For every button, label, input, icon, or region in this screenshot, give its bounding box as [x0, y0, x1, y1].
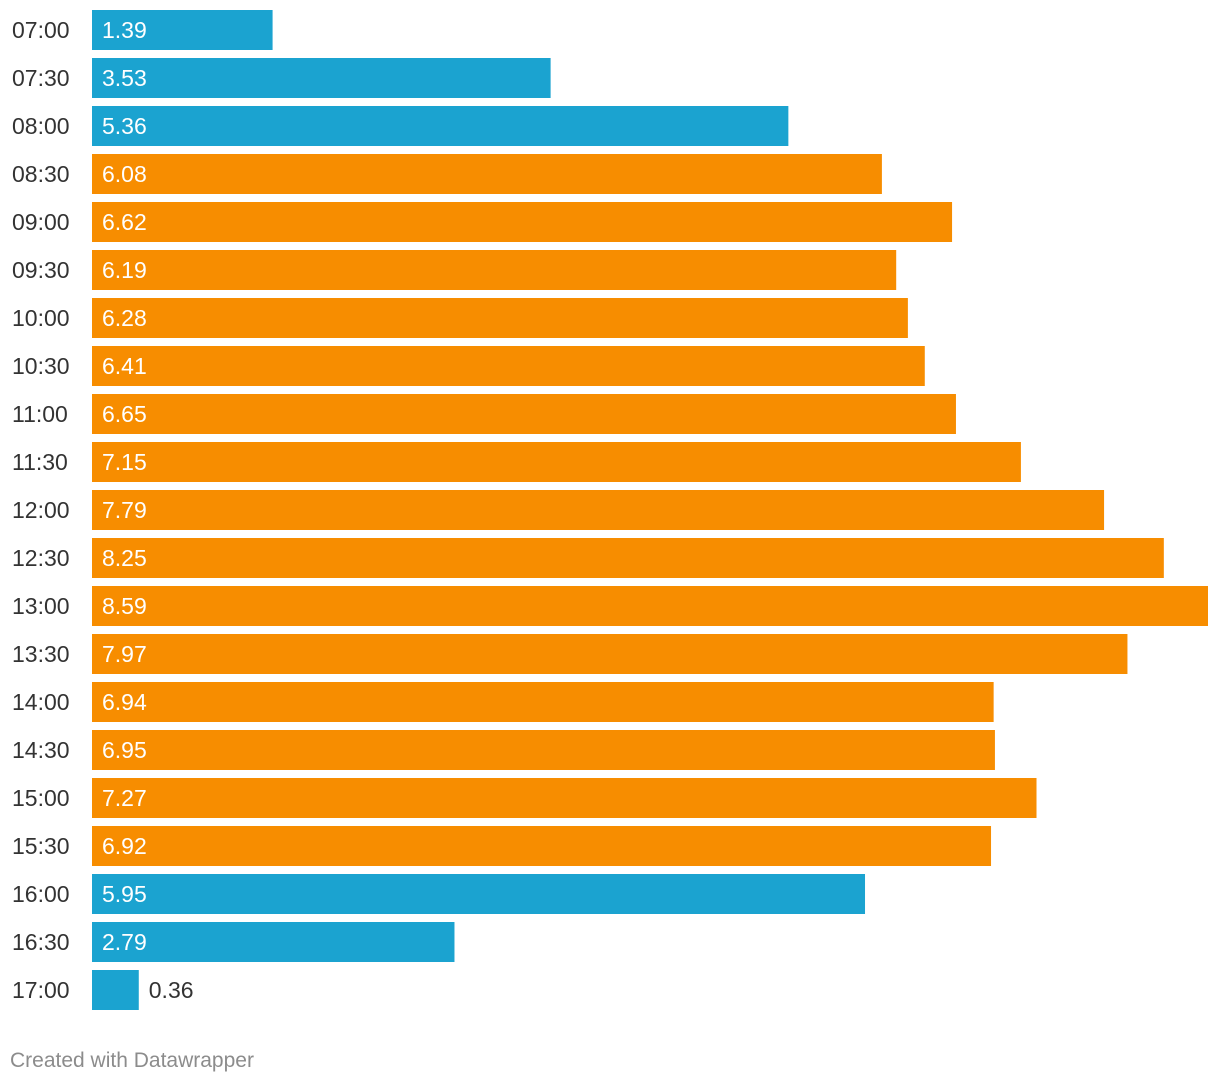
bar-1600 [92, 874, 866, 914]
value-label: 7.97 [102, 641, 147, 667]
value-label: 6.65 [102, 401, 147, 427]
bar-0930 [92, 250, 897, 290]
category-label: 14:30 [12, 737, 70, 763]
bar-chart: 07:00 07:30 08:00 08:30 09:00 09:30 10:00 10:30… [12, 10, 1208, 1010]
bar-0900 [92, 202, 953, 242]
value-label: 5.36 [102, 113, 147, 139]
bar-1030 [92, 346, 925, 386]
category-label: 11:00 [12, 401, 68, 427]
value-label: 5.95 [102, 881, 147, 907]
value-label: 6.28 [102, 305, 147, 331]
category-label: 10:30 [12, 353, 70, 379]
bar-1530 [92, 826, 992, 866]
value-label: 6.19 [102, 257, 147, 283]
category-label: 13:30 [12, 641, 70, 667]
category-label: 07:30 [12, 65, 70, 91]
value-label: 2.79 [102, 929, 147, 955]
value-label: 7.27 [102, 785, 147, 811]
bar-1200 [92, 490, 1105, 530]
category-label: 09:00 [12, 209, 70, 235]
category-label: 13:00 [12, 593, 70, 619]
value-label: 6.95 [102, 737, 147, 763]
value-label: 1.39 [102, 17, 147, 43]
category-label: 12:30 [12, 545, 70, 571]
category-label: 08:30 [12, 161, 70, 187]
category-label: 16:30 [12, 929, 70, 955]
value-label: 0.36 [149, 977, 194, 1003]
category-label: 14:00 [12, 689, 70, 715]
bar-1430 [92, 730, 995, 770]
value-label: 8.25 [102, 545, 147, 571]
category-label: 15:30 [12, 833, 70, 859]
bar-1700 [92, 970, 139, 1010]
bar-0800 [92, 106, 789, 146]
bar-0700 [92, 10, 273, 50]
footer-credit[interactable]: Created with Datawrapper [10, 1049, 254, 1072]
bar-1130 [92, 442, 1021, 482]
value-label: 3.53 [102, 65, 147, 91]
bar-0730 [92, 58, 551, 98]
category-label: 16:00 [12, 881, 70, 907]
bar-series [92, 10, 1208, 1010]
category-label: 12:00 [12, 497, 70, 523]
value-label: 6.08 [102, 161, 147, 187]
bar-1230 [92, 538, 1164, 578]
value-label: 6.92 [102, 833, 147, 859]
value-label: 8.59 [102, 593, 147, 619]
bar-1100 [92, 394, 956, 434]
category-label: 07:00 [12, 17, 70, 43]
bar-1500 [92, 778, 1037, 818]
value-labels: 1.39 3.53 5.36 6.08 6.62 6.19 6.28 6.41 6.65 7.15… [102, 17, 194, 1003]
bar-0830 [92, 154, 882, 194]
category-label: 08:00 [12, 113, 70, 139]
bar-1630 [92, 922, 455, 962]
bar-1400 [92, 682, 994, 722]
value-label: 6.62 [102, 209, 147, 235]
category-label: 15:00 [12, 785, 70, 811]
bar-1330 [92, 634, 1128, 674]
category-label: 09:30 [12, 257, 70, 283]
category-labels: 07:00 07:30 08:00 08:30 09:00 09:30 10:00 10:30… [12, 17, 70, 1003]
value-label: 6.41 [102, 353, 147, 379]
bar-1300 [92, 586, 1208, 626]
category-label: 10:00 [12, 305, 70, 331]
value-label: 6.94 [102, 689, 147, 715]
value-label: 7.79 [102, 497, 147, 523]
bar-1000 [92, 298, 908, 338]
value-label: 7.15 [102, 449, 147, 475]
category-label: 11:30 [12, 449, 68, 475]
category-label: 17:00 [12, 977, 70, 1003]
